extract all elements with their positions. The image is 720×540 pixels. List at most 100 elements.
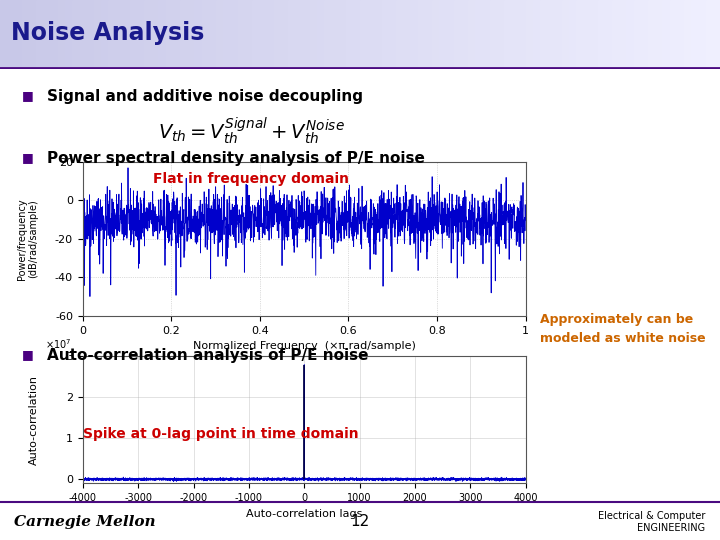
Bar	[662, 0, 670, 69]
Bar	[144, 0, 152, 69]
Bar	[180, 0, 188, 69]
Bar	[29, 0, 37, 69]
Bar	[209, 0, 217, 69]
Bar	[461, 0, 469, 69]
Bar	[14, 0, 22, 69]
Bar	[511, 0, 519, 69]
Bar	[425, 0, 433, 69]
Bar	[130, 0, 138, 69]
Text: Electrical & Computer
ENGINEERING: Electrical & Computer ENGINEERING	[598, 511, 706, 532]
Bar	[346, 0, 354, 69]
Bar	[475, 0, 483, 69]
Bar	[295, 0, 303, 69]
Text: Carnegie Mellon: Carnegie Mellon	[14, 515, 156, 529]
Bar	[266, 0, 274, 69]
Bar	[547, 0, 555, 69]
Bar	[331, 0, 339, 69]
Text: Flat in frequency domain: Flat in frequency domain	[153, 172, 349, 186]
Bar	[526, 0, 534, 69]
Text: $\times 10^7$: $\times 10^7$	[45, 337, 71, 351]
Bar	[612, 0, 620, 69]
Bar	[396, 0, 404, 69]
Bar	[432, 0, 440, 69]
Bar	[562, 0, 570, 69]
Text: ■: ■	[22, 348, 33, 361]
Text: ■: ■	[22, 151, 33, 164]
Bar	[122, 0, 130, 69]
Bar	[490, 0, 498, 69]
Bar	[310, 0, 318, 69]
Bar	[605, 0, 613, 69]
Bar	[166, 0, 174, 69]
Bar	[108, 0, 116, 69]
Bar	[101, 0, 109, 69]
Bar	[288, 0, 296, 69]
Text: Auto-correlation analysis of P/E noise: Auto-correlation analysis of P/E noise	[47, 348, 369, 363]
Bar	[374, 0, 382, 69]
Bar	[0, 0, 8, 69]
Bar	[65, 0, 73, 69]
Bar	[533, 0, 541, 69]
Bar	[684, 0, 692, 69]
Bar	[648, 0, 656, 69]
Bar	[540, 0, 548, 69]
Text: 12: 12	[351, 514, 369, 529]
Bar	[655, 0, 663, 69]
Bar	[216, 0, 224, 69]
Bar	[317, 0, 325, 69]
Bar	[187, 0, 195, 69]
Text: ■: ■	[22, 89, 33, 102]
Bar	[677, 0, 685, 69]
Bar	[504, 0, 512, 69]
Bar	[641, 0, 649, 69]
Text: Power spectral density analysis of P/E noise: Power spectral density analysis of P/E n…	[47, 151, 425, 166]
Bar	[22, 0, 30, 69]
Text: Approximately can be: Approximately can be	[540, 313, 693, 326]
X-axis label: Auto-correlation lags: Auto-correlation lags	[246, 509, 362, 518]
Bar	[497, 0, 505, 69]
Bar	[94, 0, 102, 69]
Bar	[418, 0, 426, 69]
Bar	[353, 0, 361, 69]
Bar	[151, 0, 159, 69]
Bar	[137, 0, 145, 69]
Bar	[619, 0, 627, 69]
Bar	[713, 0, 720, 69]
Bar	[698, 0, 706, 69]
Bar	[670, 0, 678, 69]
Bar	[86, 0, 94, 69]
Bar	[202, 0, 210, 69]
Bar	[338, 0, 346, 69]
Bar	[43, 0, 51, 69]
Bar	[58, 0, 66, 69]
X-axis label: Normalized Frequency  (×π rad/sample): Normalized Frequency (×π rad/sample)	[193, 341, 415, 351]
Bar	[518, 0, 526, 69]
Bar	[238, 0, 246, 69]
Text: $V_{th} = V_{th}^{Signal} + V_{th}^{Noise}$: $V_{th} = V_{th}^{Signal} + V_{th}^{Nois…	[158, 116, 345, 147]
Bar	[403, 0, 411, 69]
Bar	[410, 0, 418, 69]
Bar	[194, 0, 202, 69]
Bar	[7, 0, 15, 69]
Bar	[706, 0, 714, 69]
Text: Spike at 0-lag point in time domain: Spike at 0-lag point in time domain	[84, 427, 359, 441]
Bar	[158, 0, 166, 69]
Bar	[382, 0, 390, 69]
Text: Noise Analysis: Noise Analysis	[11, 21, 204, 45]
Bar	[454, 0, 462, 69]
Bar	[482, 0, 490, 69]
Bar	[569, 0, 577, 69]
Bar	[230, 0, 238, 69]
Bar	[324, 0, 332, 69]
Bar	[259, 0, 267, 69]
Bar	[634, 0, 642, 69]
Bar	[72, 0, 80, 69]
Bar	[446, 0, 454, 69]
Bar	[583, 0, 591, 69]
Bar	[691, 0, 699, 69]
Y-axis label: Power/frequency
(dB/rad/sample): Power/frequency (dB/rad/sample)	[17, 198, 39, 280]
Bar	[590, 0, 598, 69]
Bar	[626, 0, 634, 69]
Text: Signal and additive noise decoupling: Signal and additive noise decoupling	[47, 89, 363, 104]
Bar	[79, 0, 87, 69]
